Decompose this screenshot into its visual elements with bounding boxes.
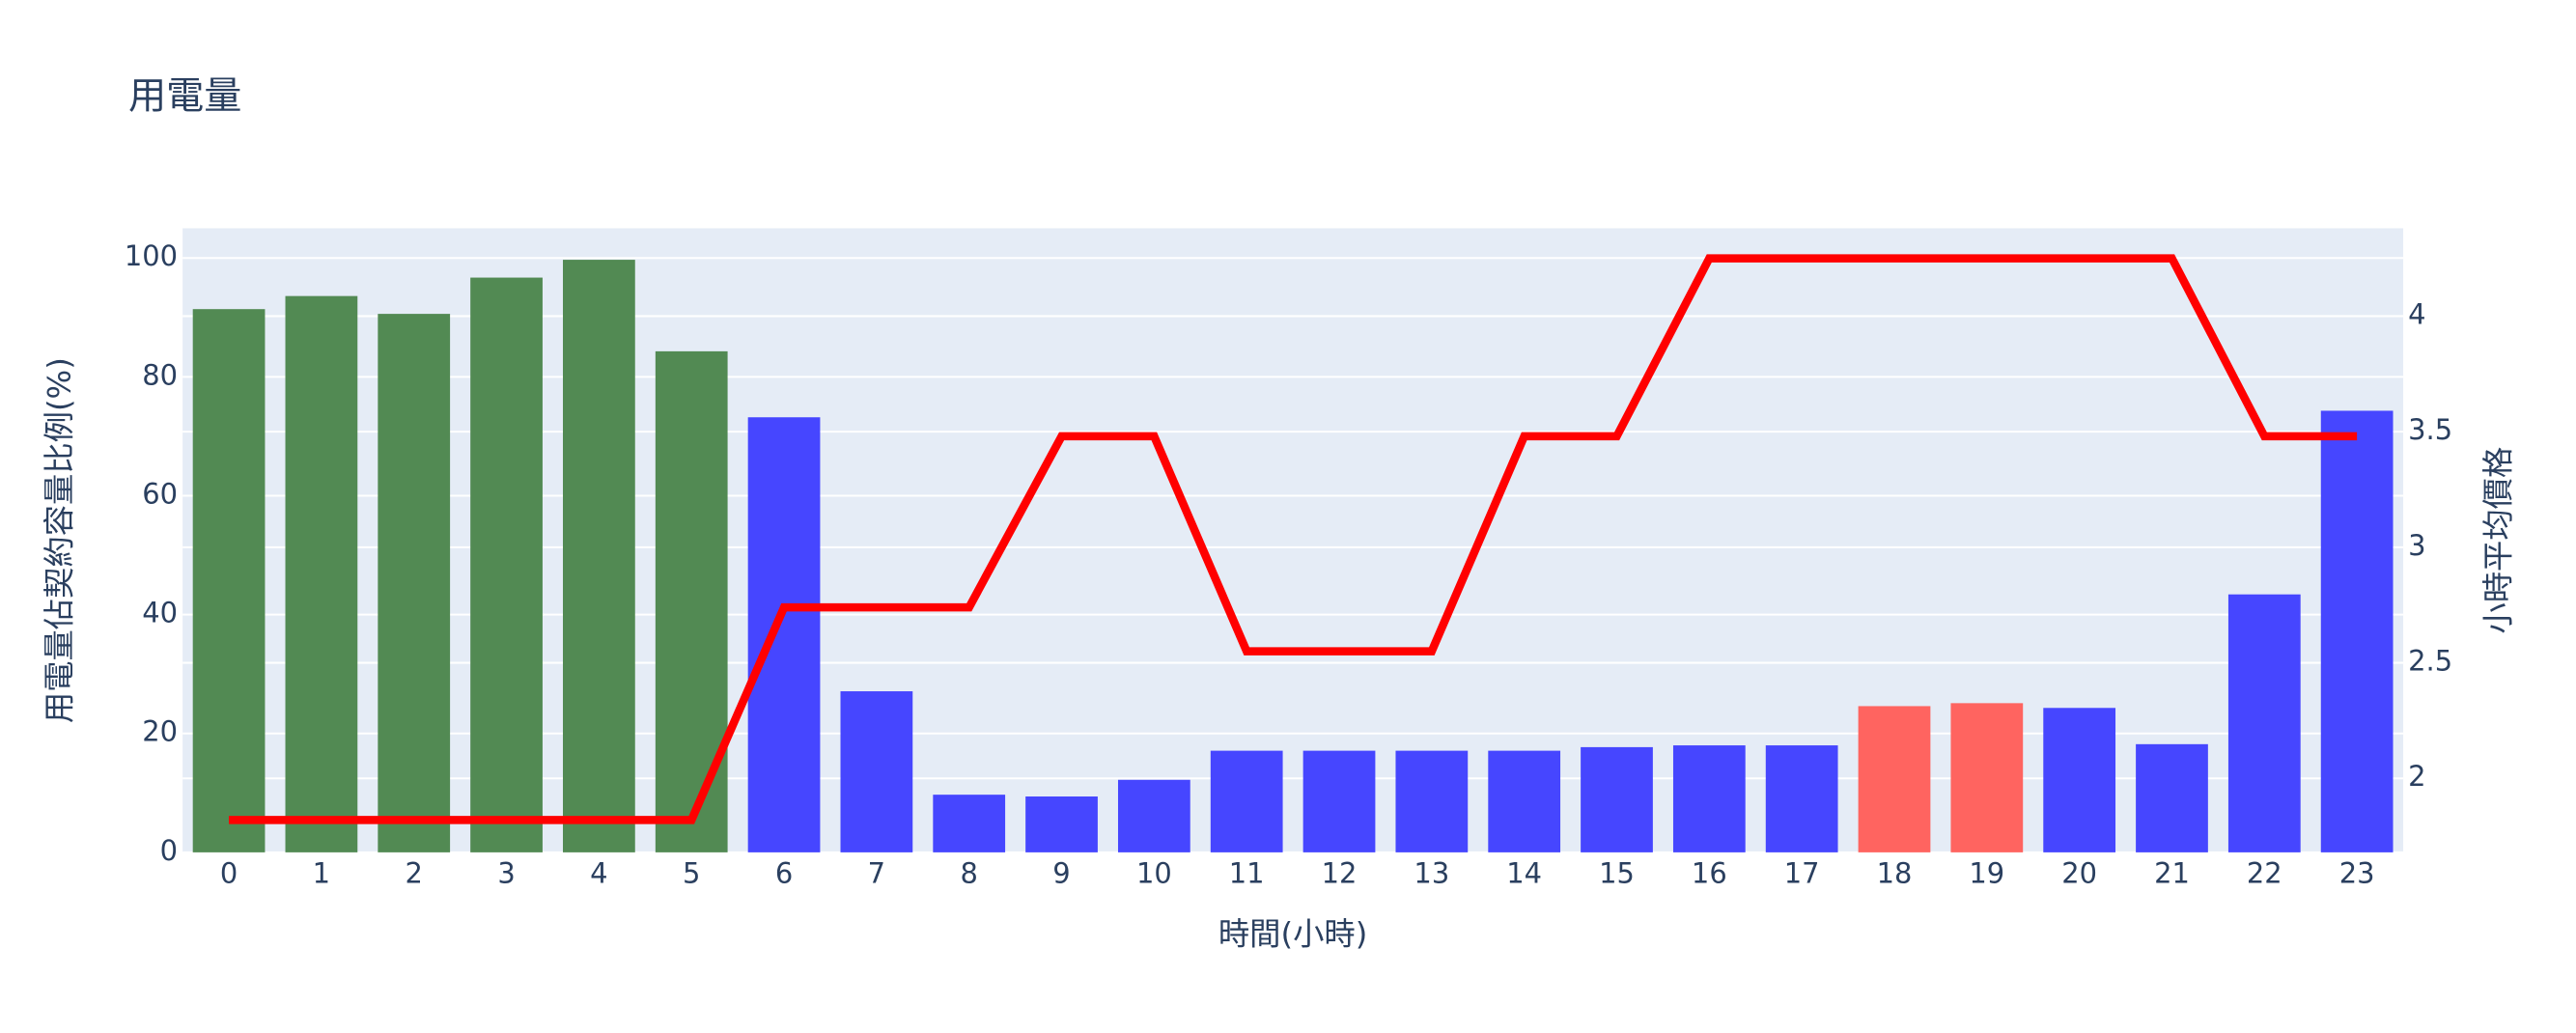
bar (1488, 750, 1561, 852)
x-tick-label: 20 (2061, 857, 2097, 890)
x-tick-label: 16 (1692, 857, 1727, 890)
bar (192, 309, 266, 852)
bar (470, 277, 543, 852)
x-axis-title: 時間(小時) (1218, 916, 1367, 953)
bar (747, 417, 821, 852)
y-tick-label: 80 (142, 358, 178, 391)
x-tick-label: 5 (683, 857, 700, 890)
x-tick-label: 23 (2339, 857, 2375, 890)
bar (1025, 796, 1098, 852)
y2-tick-label: 4 (2408, 297, 2425, 330)
y2-tick-label: 2 (2408, 760, 2425, 793)
x-tick-label: 13 (1414, 857, 1449, 890)
bar (655, 350, 728, 852)
x-tick-label: 7 (868, 857, 885, 890)
x-tick-label: 9 (1052, 857, 1070, 890)
price-line (229, 254, 2358, 824)
x-tick-label: 14 (1506, 857, 1542, 890)
y-tick-label: 100 (125, 239, 178, 272)
bar (1117, 779, 1190, 852)
y2-tick-label: 3 (2408, 529, 2425, 562)
x-tick-label: 19 (1969, 857, 2004, 890)
x-tick-label: 0 (220, 857, 238, 890)
bar (1950, 703, 2024, 852)
bar (285, 295, 358, 852)
bar (2227, 594, 2301, 852)
x-tick-label: 6 (775, 857, 793, 890)
x-tick-label: 22 (2247, 857, 2282, 890)
bar (1210, 750, 1283, 852)
bar (1395, 750, 1469, 852)
bar (1302, 750, 1376, 852)
bar (933, 795, 1006, 852)
chart-title: 用電量 (128, 75, 241, 119)
x-tick-label: 1 (313, 857, 330, 890)
x-tick-label: 2 (406, 857, 423, 890)
bar (2320, 410, 2394, 852)
x-tick-label: 21 (2154, 857, 2190, 890)
bar (1672, 745, 1746, 852)
y-axis-title: 用電量佔契約容量比例(%) (41, 357, 77, 723)
x-tick-label: 15 (1599, 857, 1635, 890)
y2-axis-title: 小時平均價格 (2479, 447, 2516, 634)
y-tick-label: 20 (142, 715, 178, 748)
y-tick-label: 40 (142, 597, 178, 629)
bar (2043, 708, 2116, 852)
y-tick-label: 60 (142, 477, 178, 510)
x-tick-label: 3 (497, 857, 515, 890)
x-tick-label: 11 (1229, 857, 1265, 890)
x-tick-label: 8 (960, 857, 977, 890)
x-tick-label: 18 (1877, 857, 1913, 890)
plot-area (182, 228, 2404, 852)
x-tick-label: 17 (1784, 857, 1820, 890)
x-tick-label: 12 (1322, 857, 1358, 890)
bar (2136, 743, 2208, 852)
bar (1858, 706, 1931, 852)
bar (378, 314, 451, 852)
bar (840, 691, 913, 852)
bar (563, 260, 635, 852)
bar (1581, 746, 1653, 852)
x-tick-label: 10 (1136, 857, 1172, 890)
y2-tick-label: 3.5 (2408, 413, 2452, 446)
x-tick-label: 4 (590, 857, 607, 890)
y2-tick-label: 2.5 (2408, 645, 2452, 678)
bar (1765, 745, 1838, 852)
y-tick-label: 0 (160, 834, 178, 867)
